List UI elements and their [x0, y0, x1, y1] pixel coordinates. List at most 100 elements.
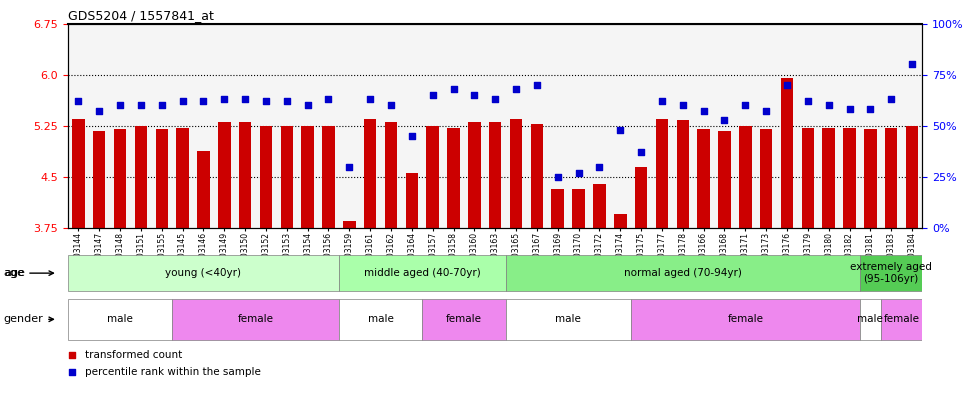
Point: [217, 96, 232, 102]
Point: [258, 98, 274, 105]
Text: age: age: [5, 268, 25, 278]
Text: female: female: [238, 314, 274, 324]
Bar: [197, 151, 210, 228]
Bar: [135, 126, 148, 228]
Point: [113, 102, 128, 108]
Point: [467, 92, 483, 98]
Text: female: female: [446, 314, 482, 324]
Bar: [614, 214, 626, 228]
Text: male: male: [368, 314, 393, 324]
Bar: [322, 127, 335, 228]
Bar: [802, 128, 814, 228]
Text: gender: gender: [4, 314, 53, 324]
Text: male: male: [555, 314, 581, 324]
Text: percentile rank within the sample: percentile rank within the sample: [85, 367, 261, 377]
Point: [279, 98, 294, 105]
Bar: [822, 128, 835, 228]
Bar: [93, 130, 106, 228]
Text: extremely aged
(95-106yr): extremely aged (95-106yr): [851, 263, 932, 284]
FancyBboxPatch shape: [339, 299, 422, 340]
Text: GDS5204 / 1557841_at: GDS5204 / 1557841_at: [68, 9, 214, 22]
Text: female: female: [727, 314, 763, 324]
Text: transformed count: transformed count: [85, 350, 183, 360]
Bar: [406, 173, 419, 228]
Point: [313, 280, 328, 286]
Point: [842, 106, 857, 112]
FancyBboxPatch shape: [881, 299, 922, 340]
Bar: [343, 221, 355, 228]
Bar: [885, 128, 897, 228]
Bar: [635, 167, 648, 228]
Point: [133, 102, 149, 108]
Point: [862, 106, 878, 112]
Point: [758, 108, 774, 115]
Bar: [239, 122, 251, 228]
Bar: [572, 189, 585, 228]
Point: [613, 127, 628, 133]
Point: [71, 98, 86, 105]
FancyBboxPatch shape: [172, 299, 339, 340]
Bar: [281, 126, 293, 228]
Point: [717, 116, 732, 123]
Text: middle aged (40-70yr): middle aged (40-70yr): [364, 268, 481, 278]
Point: [591, 163, 607, 170]
Text: male: male: [107, 314, 133, 324]
Point: [404, 133, 419, 139]
Bar: [864, 129, 877, 228]
Point: [384, 102, 399, 108]
Point: [446, 86, 461, 92]
FancyBboxPatch shape: [339, 255, 506, 291]
FancyBboxPatch shape: [506, 255, 860, 291]
Point: [904, 61, 920, 68]
Text: age: age: [4, 268, 53, 278]
Point: [571, 170, 586, 176]
Bar: [301, 126, 314, 228]
Point: [884, 96, 899, 102]
Point: [779, 82, 794, 88]
Bar: [114, 129, 126, 228]
Bar: [906, 126, 919, 228]
Point: [487, 96, 503, 102]
Point: [91, 108, 107, 115]
Point: [196, 98, 212, 105]
FancyBboxPatch shape: [422, 299, 506, 340]
Point: [425, 92, 441, 98]
FancyBboxPatch shape: [860, 299, 881, 340]
Point: [313, 119, 328, 125]
Bar: [530, 124, 543, 228]
Bar: [426, 126, 439, 228]
Bar: [218, 122, 230, 228]
Text: male: male: [857, 314, 884, 324]
Bar: [448, 128, 460, 228]
Bar: [155, 129, 168, 228]
Bar: [364, 119, 377, 228]
FancyBboxPatch shape: [631, 299, 860, 340]
Point: [633, 149, 649, 156]
Point: [154, 102, 170, 108]
Bar: [697, 129, 710, 228]
Bar: [468, 122, 481, 228]
Point: [362, 96, 378, 102]
Bar: [259, 126, 272, 228]
Point: [800, 98, 816, 105]
Point: [508, 86, 523, 92]
Point: [738, 102, 753, 108]
Point: [550, 174, 565, 180]
Point: [342, 163, 357, 170]
Bar: [385, 122, 397, 228]
FancyBboxPatch shape: [68, 299, 172, 340]
Bar: [593, 184, 606, 228]
Point: [237, 96, 252, 102]
Bar: [177, 128, 188, 228]
Bar: [677, 120, 689, 228]
Point: [696, 108, 712, 115]
Point: [529, 82, 545, 88]
Bar: [739, 126, 752, 228]
Point: [820, 102, 836, 108]
Point: [300, 102, 316, 108]
Bar: [760, 129, 772, 228]
Bar: [489, 122, 501, 228]
Point: [175, 98, 190, 105]
Bar: [719, 130, 731, 228]
Bar: [72, 119, 84, 228]
